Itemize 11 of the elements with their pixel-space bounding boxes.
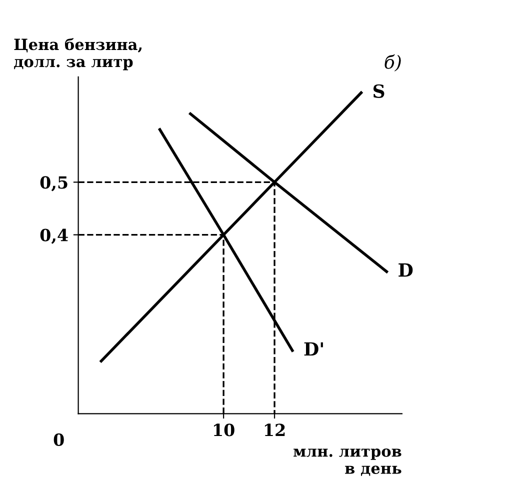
series-label: S bbox=[373, 84, 384, 98]
x-axis-title: млн. литров в день bbox=[294, 448, 402, 476]
chart-title: б) bbox=[384, 54, 401, 72]
y-tick-label: 0,5 bbox=[40, 176, 68, 192]
y-tick-label: 0,4 bbox=[40, 228, 68, 244]
y-axis-title: Цена бензина, долл. за литр bbox=[14, 38, 142, 70]
series-label: D' bbox=[304, 342, 323, 356]
series-label: D bbox=[398, 263, 413, 277]
x-tick-label: 10 bbox=[214, 424, 234, 436]
text: 0 bbox=[54, 433, 64, 446]
x-tick-label: 12 bbox=[264, 424, 285, 436]
